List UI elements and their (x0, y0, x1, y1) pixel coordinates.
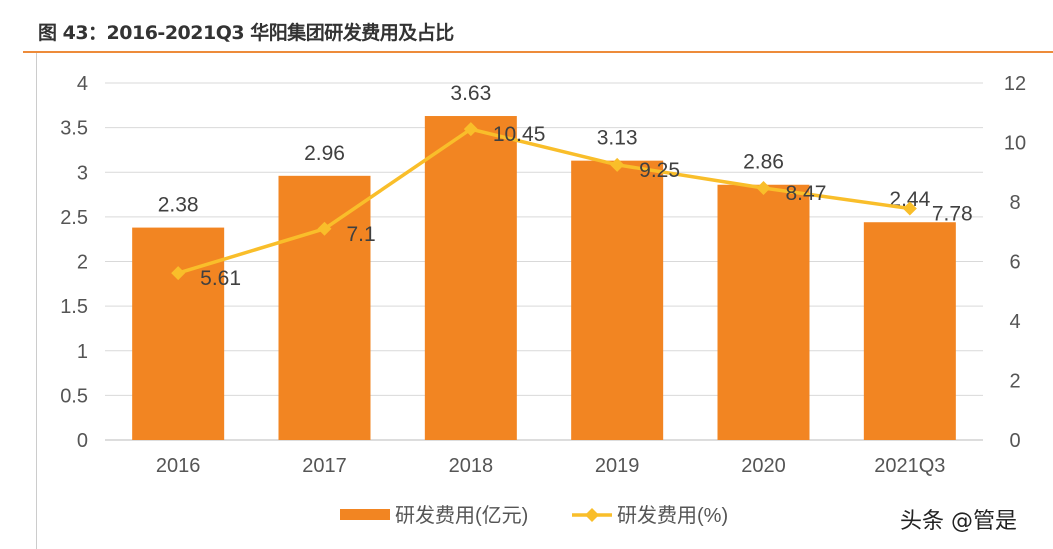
y-left-tick-label: 1 (77, 341, 88, 363)
y-right-tick-label: 8 (1009, 192, 1020, 214)
x-tick-label: 2017 (302, 455, 347, 477)
x-tick-label: 2018 (449, 455, 494, 477)
line-marker (610, 157, 625, 172)
y-right-tick-label: 12 (1004, 73, 1026, 95)
x-tick-label: 2020 (741, 455, 786, 477)
y-right-tick-label: 10 (1004, 133, 1026, 155)
x-tick-label: 2021Q3 (874, 455, 945, 477)
line-marker (902, 201, 917, 216)
y-left-tick-label: 2.5 (60, 207, 88, 229)
watermark: 头条 @管是 (900, 509, 1017, 534)
title-divider (23, 51, 1053, 53)
y-left-tick-label: 0 (77, 430, 88, 452)
bar (571, 160, 664, 440)
line-data-label: 7.1 (347, 223, 376, 246)
legend-swatch-bar (340, 509, 390, 520)
bar-data-label: 2.38 (158, 194, 199, 217)
frame-border (36, 53, 37, 549)
figure-title: 图 43：2016-2021Q3 华阳集团研发费用及占比 (38, 22, 454, 44)
line-series (177, 127, 911, 275)
y-left-tick-label: 0.5 (60, 385, 88, 407)
line-data-label: 5.61 (200, 267, 241, 290)
line-data-label: 7.78 (932, 203, 973, 226)
line-marker (756, 181, 771, 196)
y-left-tick-label: 3.5 (60, 118, 88, 140)
legend-label-line: 研发费用(%) (617, 504, 728, 527)
y-left-tick-label: 2 (77, 252, 88, 274)
bar-data-label: 3.63 (450, 82, 491, 105)
line-data-label: 10.45 (493, 123, 546, 146)
y-right-tick-label: 2 (1009, 371, 1020, 393)
bar (424, 116, 517, 441)
line-data-label: 9.25 (639, 159, 680, 182)
y-right-tick-label: 0 (1009, 430, 1020, 452)
line-marker (463, 122, 478, 137)
bar-data-label: 3.13 (597, 127, 638, 150)
y-right-tick-label: 4 (1009, 311, 1020, 333)
bar (717, 184, 810, 440)
bar-data-label: 2.96 (304, 142, 345, 165)
line-data-label: 8.47 (786, 182, 827, 205)
bar (278, 175, 371, 440)
legend-label-bar: 研发费用(亿元) (395, 504, 528, 527)
bar (863, 222, 956, 440)
y-right-tick-label: 6 (1009, 252, 1020, 274)
line-marker (317, 221, 332, 236)
y-left-tick-label: 3 (77, 162, 88, 184)
y-left-tick-label: 1.5 (60, 296, 88, 318)
x-tick-label: 2016 (156, 455, 201, 477)
legend-marker-line (585, 508, 599, 522)
x-tick-label: 2019 (595, 455, 640, 477)
y-left-tick-label: 4 (77, 73, 88, 95)
bar (132, 227, 225, 440)
bar-data-label: 2.86 (743, 151, 784, 174)
line-marker (171, 266, 186, 281)
